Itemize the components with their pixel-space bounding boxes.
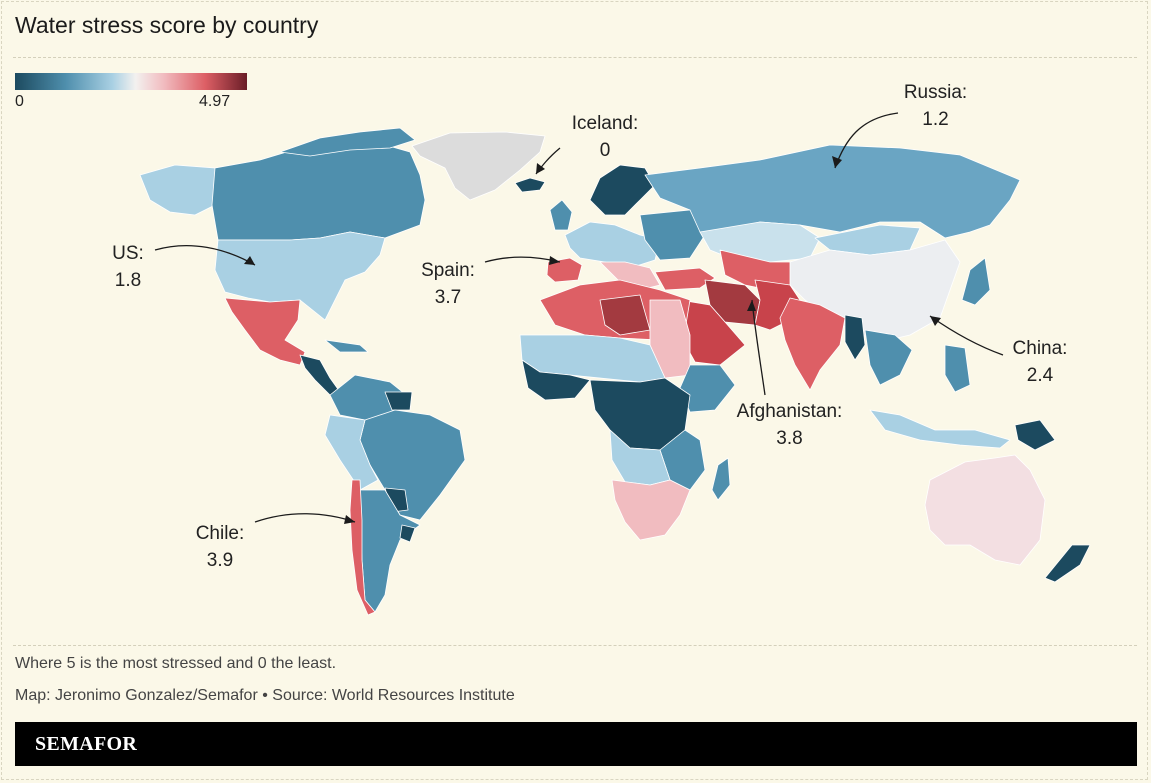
australia [924, 454, 1046, 566]
callout-us: US: 1.8 [103, 240, 153, 294]
peru-bolivia [324, 414, 379, 491]
philippines [944, 344, 971, 393]
alaska [139, 164, 216, 216]
indochina [864, 329, 913, 386]
canada-arctic [279, 127, 416, 157]
callout-spain-value: 3.7 [434, 287, 462, 308]
callout-iceland-name: Iceland: [571, 113, 639, 134]
arrowhead-russia [832, 156, 842, 168]
japan [961, 257, 991, 306]
callout-chile: Chile: 3.9 [185, 520, 255, 574]
greenland [411, 131, 546, 201]
papua [1014, 419, 1056, 451]
libya [599, 294, 651, 336]
legend-min-label: 0 [15, 93, 24, 110]
western-europe [564, 221, 661, 269]
arrow-us [154, 245, 256, 266]
arrow-chile [254, 513, 356, 523]
chart-title: Water stress score by country [15, 12, 319, 38]
arrowhead-spain [549, 256, 560, 265]
arrow-china [929, 315, 1004, 356]
arrowhead-chile [344, 515, 355, 524]
southern-africa [611, 479, 691, 541]
color-scale-legend [15, 73, 247, 90]
callout-china: China: 2.4 [1000, 335, 1080, 389]
guianas [384, 391, 413, 411]
source-credit: Map: Jeronimo Gonzalez/Semafor • Source:… [15, 687, 515, 704]
arrowhead-china [930, 316, 941, 326]
arrowhead-iceland [536, 163, 545, 174]
scandinavia [589, 164, 656, 216]
mexico [224, 297, 306, 366]
new-zealand [1044, 544, 1091, 583]
scale-note: Where 5 is the most stressed and 0 the l… [15, 655, 337, 672]
myanmar [844, 314, 866, 361]
arrowhead-us [244, 256, 255, 265]
callout-chile-name: Chile: [195, 523, 245, 544]
callout-iceland: Iceland: 0 [560, 110, 650, 164]
chile [349, 479, 376, 616]
caribbean [324, 339, 369, 353]
uruguay [399, 524, 416, 543]
callout-chile-value: 3.9 [206, 550, 234, 571]
callout-china-name: China: [1012, 338, 1068, 359]
callout-spain-name: Spain: [421, 260, 475, 281]
callout-russia-value: 1.2 [922, 109, 949, 130]
callout-russia-name: Russia: [903, 82, 968, 103]
callout-afghanistan: Afghanistan: 3.8 [727, 398, 852, 452]
footer-bar: SEMAFOR [15, 722, 1137, 766]
world-map [139, 112, 1091, 616]
russia [644, 144, 1021, 239]
semafor-logo: SEMAFOR [35, 733, 138, 755]
arrowhead-afghanistan [747, 300, 756, 311]
callout-us-name: US: [112, 243, 144, 264]
callout-iceland-value: 0 [599, 140, 611, 161]
callout-afghanistan-name: Afghanistan: [736, 401, 843, 422]
spain [546, 257, 583, 283]
iceland [514, 177, 546, 193]
central-america [299, 354, 341, 396]
top-divider [13, 57, 1137, 58]
west-africa [521, 359, 591, 401]
callout-china-value: 2.4 [1026, 365, 1054, 386]
callout-russia: Russia: 1.2 [893, 79, 978, 133]
madagascar [711, 457, 731, 501]
callout-spain: Spain: 3.7 [413, 257, 483, 311]
india [779, 297, 846, 391]
indonesia [869, 409, 1011, 449]
callout-us-value: 1.8 [114, 270, 142, 291]
usa [214, 231, 386, 321]
legend-max-label: 4.97 [199, 93, 231, 110]
arrow-spain [484, 256, 561, 263]
callout-afghanistan-value: 3.8 [776, 428, 803, 449]
uk-ireland [549, 199, 573, 231]
bottom-divider [13, 645, 1137, 646]
